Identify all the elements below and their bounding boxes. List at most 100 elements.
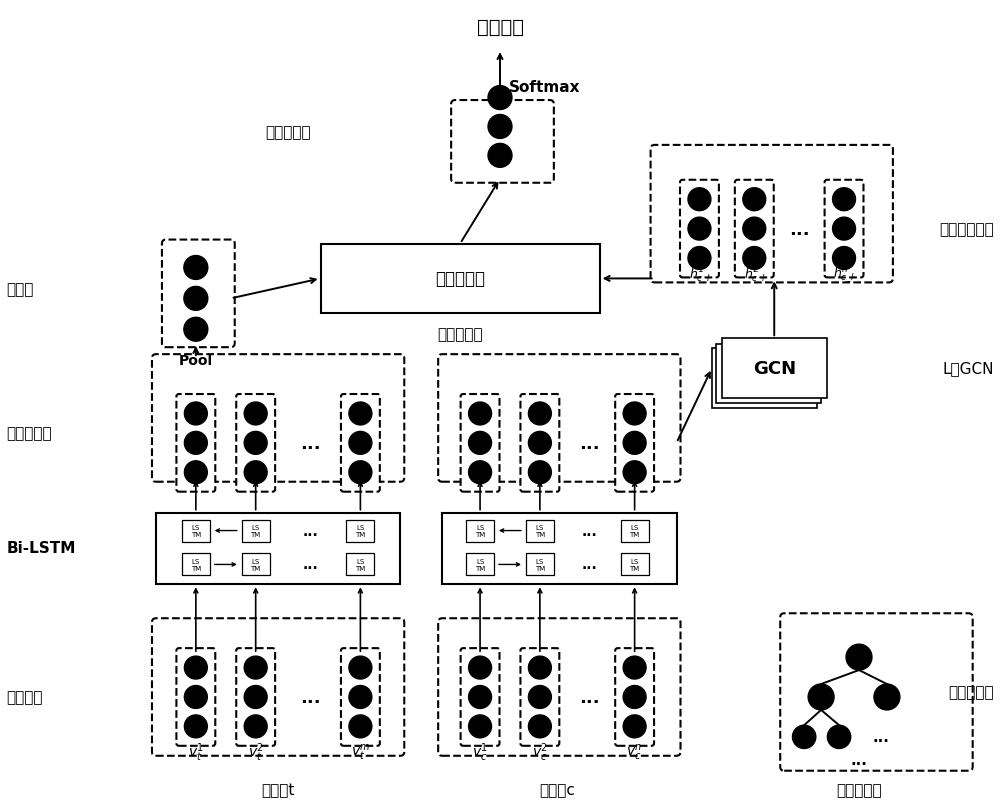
FancyBboxPatch shape: [520, 394, 559, 492]
Text: 注意力机制: 注意力机制: [435, 270, 485, 288]
Text: 图卷积融合层: 图卷积融合层: [939, 222, 994, 237]
FancyBboxPatch shape: [461, 394, 500, 492]
Circle shape: [349, 402, 372, 426]
Circle shape: [184, 402, 207, 426]
FancyBboxPatch shape: [152, 618, 404, 756]
Text: LS
TM: LS TM: [535, 558, 545, 571]
Circle shape: [688, 247, 711, 270]
FancyBboxPatch shape: [825, 181, 863, 278]
Text: LS
TM: LS TM: [630, 558, 640, 571]
Circle shape: [623, 461, 646, 484]
Text: ...: ...: [300, 688, 321, 706]
Text: LS
TM: LS TM: [355, 524, 366, 537]
Text: 句法依存树: 句法依存树: [836, 782, 882, 797]
Circle shape: [349, 461, 372, 484]
Text: 词嵌入层: 词嵌入层: [6, 690, 43, 704]
FancyBboxPatch shape: [341, 648, 380, 746]
Text: $h_t^m$: $h_t^m$: [350, 465, 371, 485]
Circle shape: [623, 686, 646, 708]
Circle shape: [244, 686, 267, 708]
FancyBboxPatch shape: [712, 349, 817, 409]
FancyBboxPatch shape: [242, 554, 270, 576]
Text: $v_c^n$: $v_c^n$: [626, 742, 643, 762]
FancyBboxPatch shape: [438, 618, 680, 756]
Circle shape: [528, 461, 551, 484]
Circle shape: [184, 432, 207, 454]
FancyBboxPatch shape: [152, 355, 404, 482]
Circle shape: [743, 218, 766, 241]
Circle shape: [833, 247, 856, 270]
Text: L层GCN: L层GCN: [942, 361, 994, 376]
FancyBboxPatch shape: [451, 101, 554, 184]
Text: 信息交互层: 信息交互层: [437, 326, 483, 341]
FancyBboxPatch shape: [156, 513, 400, 585]
Circle shape: [244, 461, 267, 484]
Text: LS
TM: LS TM: [475, 524, 485, 537]
FancyBboxPatch shape: [461, 648, 500, 746]
Circle shape: [688, 189, 711, 211]
FancyBboxPatch shape: [680, 181, 719, 278]
Circle shape: [469, 656, 492, 679]
Text: $h_{c\_l}^{1}$: $h_{c\_l}^{1}$: [689, 264, 710, 286]
Circle shape: [488, 87, 512, 110]
FancyBboxPatch shape: [466, 554, 494, 576]
Text: ...: ...: [873, 729, 889, 744]
Circle shape: [184, 287, 208, 311]
FancyBboxPatch shape: [615, 648, 654, 746]
Text: 语义提取层: 语义提取层: [6, 426, 52, 441]
FancyBboxPatch shape: [615, 394, 654, 492]
FancyBboxPatch shape: [520, 648, 559, 746]
FancyBboxPatch shape: [716, 344, 821, 404]
Text: $v_t^1$: $v_t^1$: [188, 740, 204, 763]
Text: ...: ...: [851, 752, 867, 768]
FancyBboxPatch shape: [236, 394, 275, 492]
FancyBboxPatch shape: [621, 554, 649, 576]
Circle shape: [688, 218, 711, 241]
Text: ...: ...: [303, 558, 318, 572]
FancyBboxPatch shape: [176, 394, 215, 492]
Text: ...: ...: [300, 434, 321, 452]
FancyBboxPatch shape: [651, 145, 893, 283]
Circle shape: [244, 715, 267, 738]
Circle shape: [349, 686, 372, 708]
Circle shape: [184, 461, 207, 484]
FancyBboxPatch shape: [341, 394, 380, 492]
Text: $h_{c\_l}^{2}$: $h_{c\_l}^{2}$: [744, 264, 765, 286]
Text: $h_{c\_l}^{n}$: $h_{c\_l}^{n}$: [833, 266, 855, 285]
Circle shape: [846, 644, 872, 671]
Circle shape: [833, 218, 856, 241]
Circle shape: [874, 684, 900, 710]
Circle shape: [623, 656, 646, 679]
Text: $v_t^2$: $v_t^2$: [248, 740, 264, 763]
FancyBboxPatch shape: [466, 520, 494, 542]
FancyBboxPatch shape: [526, 554, 554, 576]
FancyBboxPatch shape: [176, 648, 215, 746]
Text: ...: ...: [582, 558, 598, 572]
FancyBboxPatch shape: [182, 554, 210, 576]
Circle shape: [469, 402, 492, 426]
Text: 方面词t: 方面词t: [261, 782, 295, 797]
Circle shape: [743, 247, 766, 270]
Circle shape: [488, 116, 512, 139]
FancyBboxPatch shape: [722, 339, 827, 398]
Text: Softmax: Softmax: [509, 79, 581, 95]
Circle shape: [184, 256, 208, 280]
Circle shape: [623, 402, 646, 426]
Circle shape: [349, 432, 372, 454]
Circle shape: [623, 432, 646, 454]
Text: Pool: Pool: [179, 354, 213, 368]
FancyBboxPatch shape: [526, 520, 554, 542]
Circle shape: [488, 145, 512, 168]
Text: LS
TM: LS TM: [191, 524, 201, 537]
FancyBboxPatch shape: [621, 520, 649, 542]
Text: ...: ...: [789, 220, 809, 238]
FancyBboxPatch shape: [242, 520, 270, 542]
Circle shape: [349, 715, 372, 738]
Text: 池化层: 池化层: [6, 282, 34, 296]
Text: ...: ...: [579, 688, 600, 706]
Text: ...: ...: [582, 524, 598, 538]
Text: $v_t^m$: $v_t^m$: [351, 742, 370, 762]
Circle shape: [184, 656, 207, 679]
Circle shape: [184, 715, 207, 738]
Circle shape: [528, 656, 551, 679]
